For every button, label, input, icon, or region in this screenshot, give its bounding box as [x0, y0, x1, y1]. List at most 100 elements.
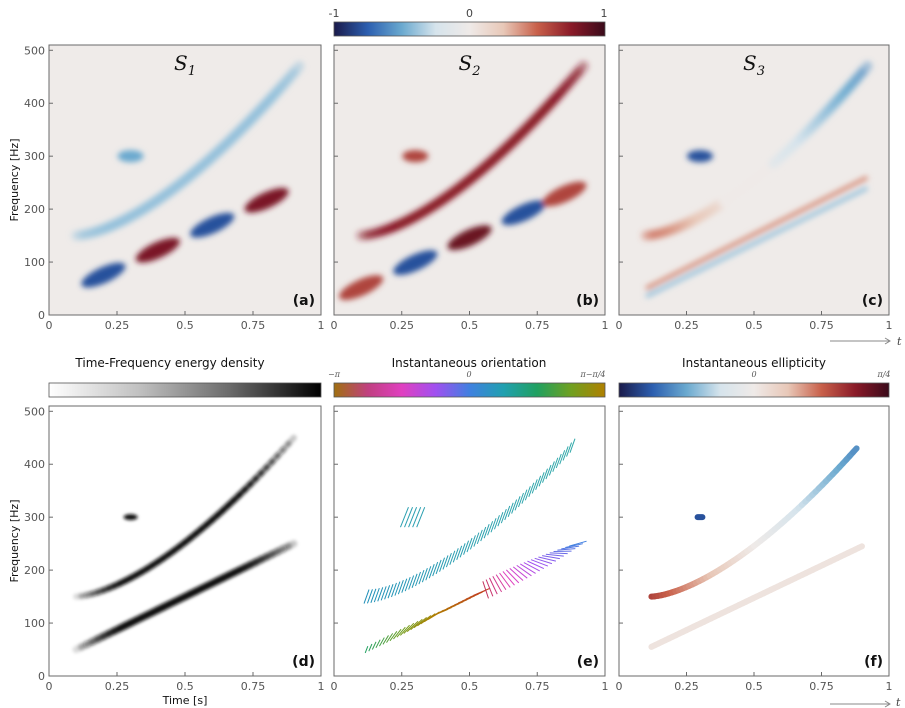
- x-tick-label: 0: [46, 680, 53, 693]
- orientation-tick: [555, 453, 562, 469]
- orientation-tick: [483, 523, 490, 539]
- chirp-segment: [856, 61, 873, 78]
- linear-chirp-blob: [339, 275, 384, 300]
- colorbar-energy-bar: [48, 382, 322, 398]
- y-tick-label: 0: [38, 670, 45, 683]
- x-tick-label: 0: [331, 319, 338, 332]
- orientation-tick: [393, 628, 402, 640]
- orientation-tick: [432, 561, 439, 577]
- orientation-tick: [466, 537, 473, 553]
- orientation-tick: [473, 587, 491, 596]
- panel-label: (a): [293, 293, 315, 309]
- orientation-tick: [459, 543, 466, 558]
- orientation-tick: [439, 557, 446, 572]
- x-tick-label: 0.5: [461, 319, 479, 332]
- orientation-tick: [428, 564, 435, 579]
- orientation-tick: [456, 545, 463, 560]
- x-axis-label: Time [s]: [162, 694, 208, 707]
- ellipticity-segment: [855, 543, 865, 551]
- colorbar-top-mid: 0: [466, 7, 473, 20]
- linear-chirp-blob: [135, 237, 180, 263]
- colorbar-ellipticity-bar: [618, 382, 890, 398]
- tone-burst: [117, 150, 144, 163]
- orientation-tick: [408, 506, 418, 528]
- orientation-tick: [495, 574, 507, 590]
- energy-layer: [72, 434, 298, 654]
- orientation-tick: [509, 567, 524, 581]
- colorbar-top: -1 0 1: [329, 7, 608, 37]
- y-tick-label: 300: [24, 150, 45, 163]
- colorbar-orientation-max: π−π/4: [579, 370, 605, 379]
- colorbar-ellipticity-title: Instantaneous ellipticity: [682, 356, 826, 370]
- colorbar-top-max: 1: [601, 7, 608, 20]
- panel-label: (e): [577, 654, 599, 670]
- orientation-tick: [366, 589, 373, 604]
- y-tick-label: 500: [24, 405, 45, 418]
- orientation-tick: [518, 492, 524, 508]
- orientation-tick: [435, 559, 442, 575]
- orientation-tick: [363, 589, 370, 604]
- x-tick-label: 0.25: [674, 680, 699, 693]
- panel-b: 0 0.25 0.5 0.75 1S2(b): [331, 44, 609, 332]
- plot-content: [363, 438, 587, 654]
- x-tick-label: 0.25: [105, 319, 130, 332]
- orientation-tick: [370, 588, 377, 603]
- orientation-tick: [485, 579, 494, 597]
- x-tick-label: 0.25: [390, 319, 415, 332]
- orientation-tick: [417, 615, 432, 627]
- orientation-tick: [403, 622, 415, 634]
- orientation-tick: [545, 464, 552, 480]
- heatmap-layer: [71, 61, 305, 288]
- orientation-tick: [524, 486, 531, 501]
- orientation-tick: [404, 506, 413, 528]
- energy-segment: [285, 434, 297, 447]
- tone-burst: [694, 514, 706, 521]
- linear-chirp-line: [645, 175, 869, 291]
- orientation-tick: [442, 555, 449, 570]
- orientation-tick: [387, 584, 394, 599]
- orientation-tick: [394, 581, 401, 596]
- colorbar-orientation: Instantaneous orientation −π 0 π−π/4: [328, 356, 606, 398]
- colorbar-ellipticity-max: π/4: [876, 370, 890, 379]
- ellipticity-segment: [850, 445, 860, 456]
- orientation-tick: [559, 450, 566, 465]
- x-tick-label: 0: [616, 680, 623, 693]
- x-tick-label: 1: [318, 680, 325, 693]
- orientation-tick: [489, 577, 498, 595]
- orientation-tick: [528, 482, 535, 497]
- linear-chirp-blob: [542, 181, 587, 207]
- colorbar-top-min: -1: [329, 7, 340, 20]
- orientation-tick: [408, 575, 415, 590]
- colorbar-orientation-title: Instantaneous orientation: [392, 356, 547, 370]
- colorbar-ellipticity: Instantaneous ellipticity 0 π/4: [618, 356, 891, 398]
- orientation-tick: [412, 506, 422, 528]
- y-tick-label: 100: [24, 256, 45, 269]
- orientation-tick: [377, 587, 384, 602]
- linear-chirp-line: [645, 186, 869, 299]
- tone-burst: [687, 150, 713, 163]
- panel-c: 0 0.25 0.5 0.75 1S3(c): [616, 44, 893, 332]
- orientation-tick: [505, 569, 520, 584]
- orientation-tick: [418, 569, 425, 585]
- orientation-tick: [476, 529, 483, 545]
- orientation-tick: [415, 571, 421, 587]
- x-tick-label: 0.5: [745, 680, 763, 693]
- y-tick-label: 200: [24, 564, 45, 577]
- x-tick-label: 0.75: [241, 319, 266, 332]
- orientation-tick: [406, 620, 419, 632]
- colorbar-top-bar: [333, 21, 606, 37]
- orientation-tick: [569, 540, 587, 547]
- orientation-tick: [445, 552, 452, 568]
- plot-content: [339, 61, 589, 300]
- orientation-tick: [569, 438, 576, 453]
- orientation-tick: [487, 521, 494, 536]
- orientation-tick: [416, 506, 426, 528]
- x-tick-label: 0.5: [176, 680, 194, 693]
- orientation-tick: [523, 562, 540, 572]
- x-tick-label: 0.5: [745, 319, 763, 332]
- orientation-tick: [516, 564, 532, 577]
- orientation-tick: [492, 575, 503, 593]
- orientation-tick: [565, 543, 583, 548]
